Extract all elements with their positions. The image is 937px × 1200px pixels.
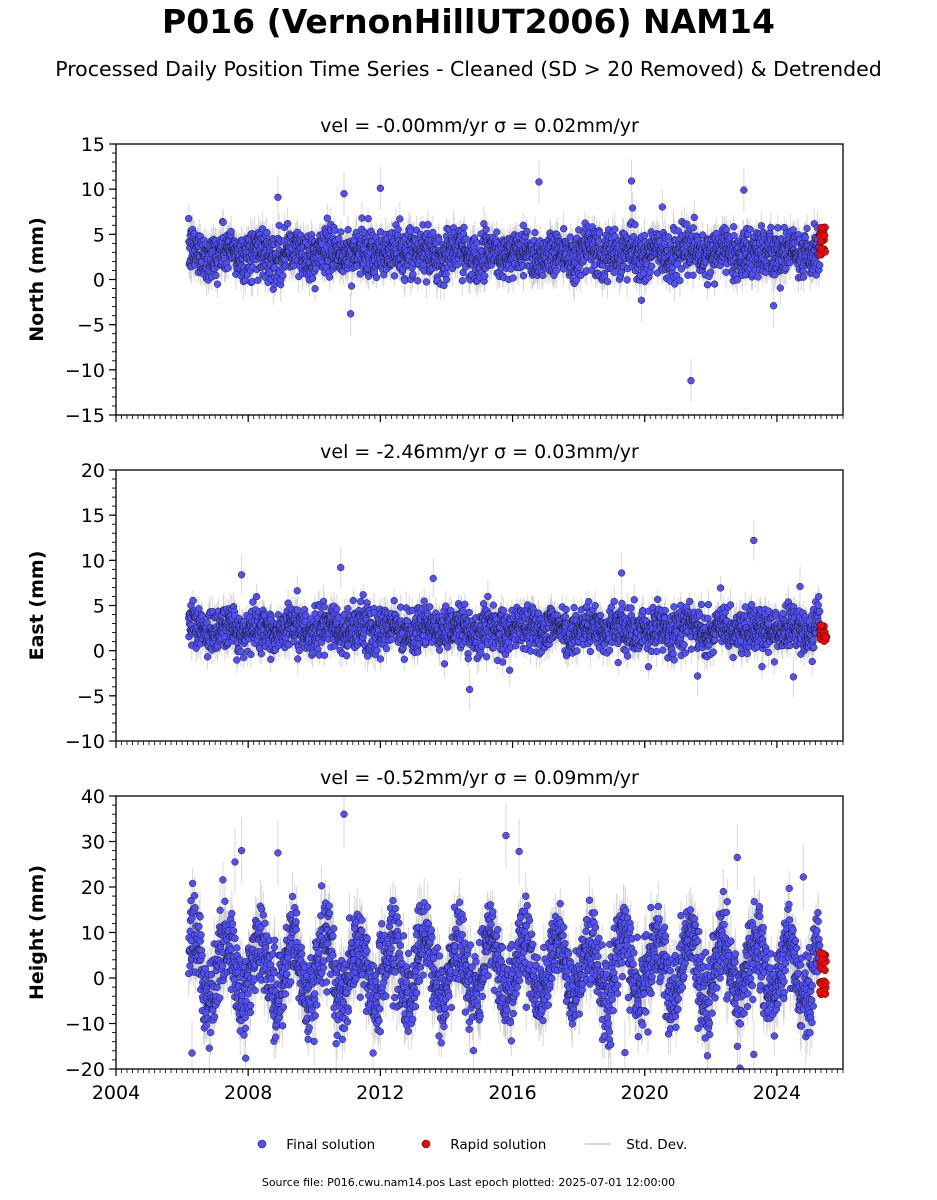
final-point [401, 276, 409, 285]
final-point [493, 228, 501, 236]
final-point [730, 223, 738, 231]
final-point [263, 228, 271, 237]
final-point [372, 273, 381, 282]
final-point [594, 237, 603, 245]
final-point [560, 225, 568, 233]
final-point [325, 273, 334, 281]
final-point [429, 228, 437, 237]
panel-title: vel = -0.00mm/yr σ = 0.02mm/yr [320, 115, 639, 137]
final-point [440, 281, 448, 290]
final-point [424, 221, 432, 229]
final-point [676, 276, 684, 285]
final-point [460, 223, 468, 232]
final-point [690, 213, 698, 222]
final-point [337, 228, 345, 236]
final-point [623, 276, 631, 284]
final-point [757, 222, 766, 230]
final-point [443, 275, 451, 284]
final-point [308, 274, 317, 283]
final-point [710, 280, 719, 288]
final-point [683, 220, 691, 228]
final-point [509, 274, 517, 282]
final-point [347, 282, 356, 290]
final-point [611, 225, 619, 233]
final-point [539, 271, 547, 280]
final-point [703, 281, 712, 289]
final-point [640, 231, 649, 240]
plot-area [185, 159, 830, 403]
final-point [422, 278, 431, 286]
final-point [394, 225, 402, 234]
final-point [331, 226, 339, 235]
final-point [364, 215, 372, 223]
final-point [481, 272, 489, 280]
final-point [323, 214, 331, 222]
chart-title: P016 (VernonHillUT2006) NAM14 [162, 2, 775, 41]
final-point [409, 270, 417, 278]
chart-subtitle: Processed Daily Position Time Series - C… [55, 57, 882, 81]
final-point [707, 268, 715, 276]
final-point [595, 229, 604, 237]
final-point [552, 267, 560, 275]
final-point [658, 203, 666, 211]
final-point [279, 272, 287, 280]
final-point [283, 219, 292, 228]
final-point [689, 224, 697, 232]
final-point [523, 227, 531, 236]
final-point [519, 221, 527, 230]
final-point [482, 225, 490, 234]
final-point [776, 284, 784, 292]
final-point [227, 227, 235, 236]
final-point [722, 268, 730, 276]
final-point [396, 215, 404, 223]
final-point [406, 227, 415, 235]
final-point [219, 218, 227, 227]
final-point [224, 264, 232, 272]
final-point [311, 285, 319, 293]
final-point [435, 235, 443, 244]
final-point [358, 214, 366, 222]
time-series-chart: vel = -0.00mm/yr σ = 0.02mm/yr North (mm)… [26, 115, 844, 1104]
y-axis-label: North (mm) [26, 217, 48, 342]
final-point [414, 277, 422, 285]
final-point [213, 280, 222, 288]
final-point [254, 276, 262, 284]
final-point [212, 271, 220, 280]
final-point [648, 262, 656, 271]
final-point [774, 224, 782, 232]
final-point [631, 220, 639, 229]
final-point [610, 268, 618, 276]
panel-0: vel = -0.00mm/yr σ = 0.02mm/yr North (mm)… [26, 115, 844, 427]
final-point [531, 228, 539, 237]
final-point [746, 225, 754, 233]
final-point [185, 214, 193, 223]
final-point [458, 277, 466, 285]
final-point [390, 272, 399, 280]
final-point [344, 226, 352, 234]
final-point [754, 273, 762, 281]
final-point [462, 235, 470, 243]
final-point [767, 223, 775, 232]
final-points [185, 177, 824, 385]
final-point [730, 232, 738, 240]
final-point [453, 261, 462, 269]
final-point [603, 277, 612, 286]
final-point [689, 271, 697, 279]
final-point [519, 272, 528, 280]
final-point [628, 204, 637, 212]
